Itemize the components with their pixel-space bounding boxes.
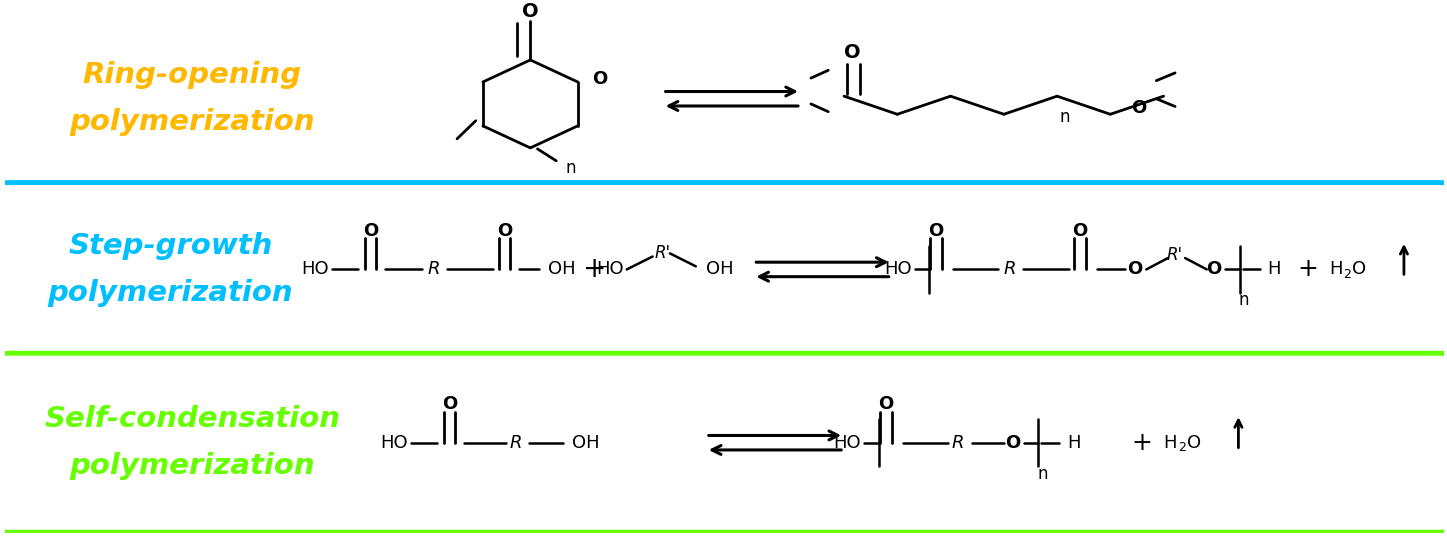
Text: n: n xyxy=(566,159,576,176)
Text: Step-growth: Step-growth xyxy=(68,232,272,260)
Text: HO: HO xyxy=(884,260,912,278)
Text: O: O xyxy=(929,222,943,240)
Text: n: n xyxy=(1059,108,1069,126)
Text: O: O xyxy=(443,395,457,413)
Text: O: O xyxy=(1072,222,1088,240)
Text: H: H xyxy=(1163,434,1176,452)
Text: O: O xyxy=(1004,434,1020,452)
Text: polymerization: polymerization xyxy=(48,279,294,307)
Text: HO: HO xyxy=(381,434,408,452)
Text: R: R xyxy=(509,434,522,452)
Text: HO: HO xyxy=(301,260,328,278)
Text: OH: OH xyxy=(706,260,734,278)
Text: O: O xyxy=(1187,434,1201,452)
Text: Ring-opening: Ring-opening xyxy=(82,62,301,90)
Text: O: O xyxy=(1132,99,1146,117)
Text: Self-condensation: Self-condensation xyxy=(43,405,340,434)
Text: +: + xyxy=(1132,431,1152,455)
Text: OH: OH xyxy=(547,260,576,278)
Text: R: R xyxy=(1003,260,1016,278)
Text: n: n xyxy=(1239,292,1249,309)
Text: O: O xyxy=(1207,260,1221,278)
Text: H: H xyxy=(1268,260,1281,278)
Text: O: O xyxy=(878,395,893,413)
Text: O: O xyxy=(522,2,538,21)
Text: HO: HO xyxy=(596,260,624,278)
Text: OH: OH xyxy=(572,434,599,452)
FancyBboxPatch shape xyxy=(0,12,1447,185)
Text: 2: 2 xyxy=(1343,268,1351,281)
Text: O: O xyxy=(1351,260,1366,278)
Text: H: H xyxy=(1066,434,1081,452)
Text: O: O xyxy=(363,222,378,240)
Text: R': R' xyxy=(1168,246,1184,264)
Text: O: O xyxy=(496,222,512,240)
Text: O: O xyxy=(592,70,606,88)
Text: R: R xyxy=(952,434,964,452)
Text: O: O xyxy=(1127,260,1143,278)
Text: 2: 2 xyxy=(1178,441,1187,455)
Text: R': R' xyxy=(654,244,671,263)
Text: O: O xyxy=(845,43,861,62)
Text: H: H xyxy=(1330,260,1343,278)
Text: polymerization: polymerization xyxy=(69,452,315,480)
Text: HO: HO xyxy=(833,434,861,452)
Text: R: R xyxy=(428,260,440,278)
Text: +: + xyxy=(1297,257,1318,281)
Text: +: + xyxy=(583,256,606,284)
Text: n: n xyxy=(1037,465,1048,483)
FancyBboxPatch shape xyxy=(0,183,1447,356)
FancyBboxPatch shape xyxy=(0,353,1447,532)
Text: polymerization: polymerization xyxy=(69,108,315,136)
